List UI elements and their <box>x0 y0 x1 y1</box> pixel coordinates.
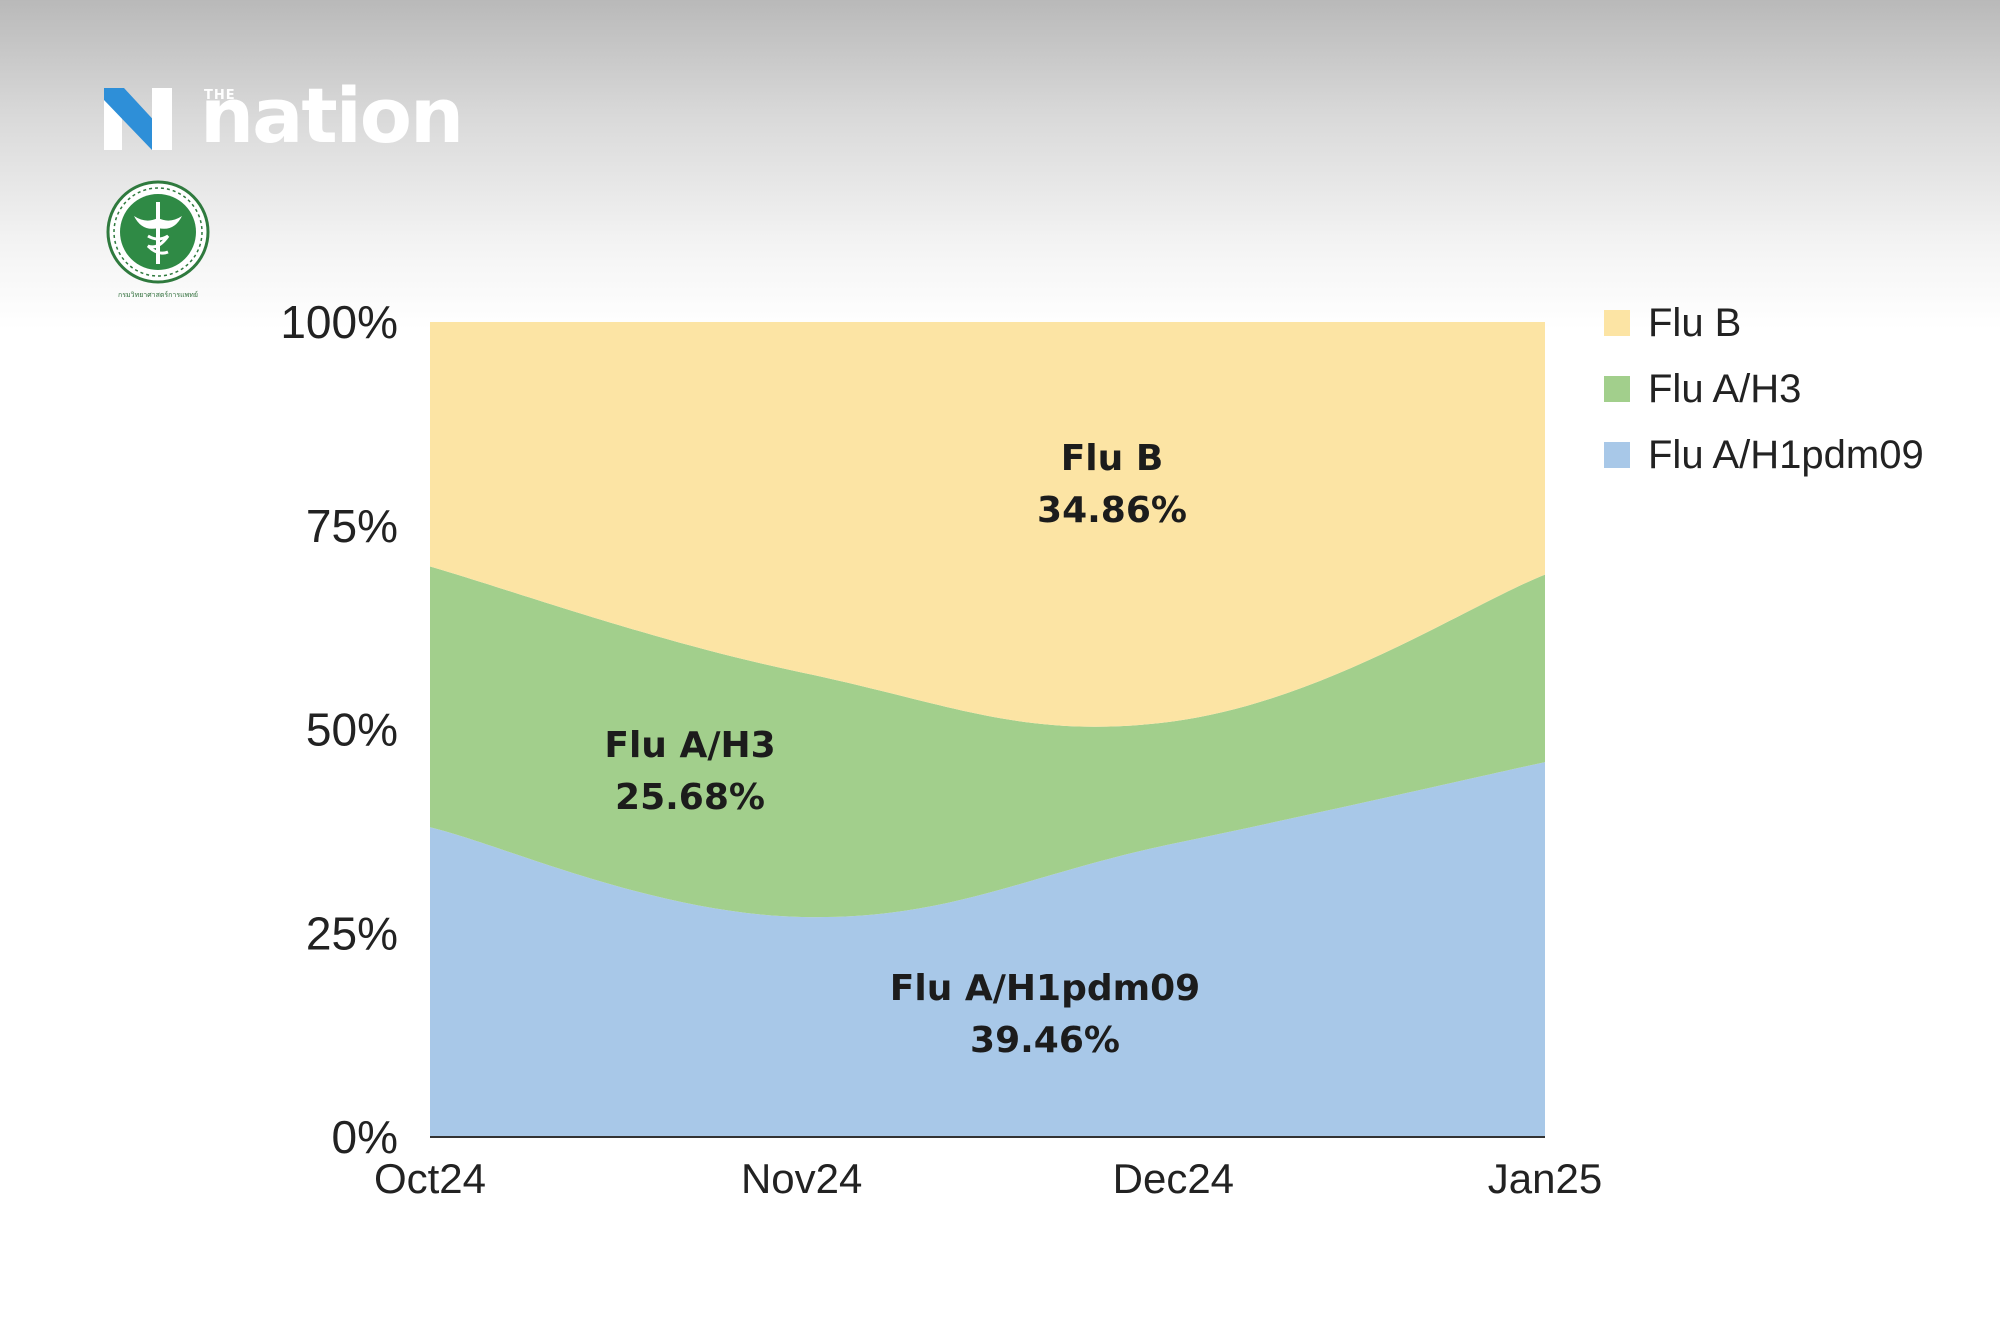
chart-legend: Flu B Flu A/H3 Flu A/H1pdm09 <box>1604 290 1924 488</box>
seal-caption: กรมวิทยาศาสตร์การแพทย์ <box>118 292 198 299</box>
y-tick-label: 25% <box>306 907 398 959</box>
y-tick-label: 0% <box>332 1111 398 1163</box>
legend-item: Flu B <box>1604 290 1924 356</box>
legend-swatch <box>1604 442 1630 468</box>
area-share-flu-a-h3: 25.68% <box>615 777 765 818</box>
brand-prefix: THE <box>204 88 236 103</box>
area-label-flu-b: Flu B <box>1061 438 1164 479</box>
area-share-flu-a-h1pdm09: 39.46% <box>970 1020 1120 1061</box>
ministry-seal-logo: กรมวิทยาศาสตร์การแพทย์ <box>98 180 218 308</box>
caduceus-seal-icon <box>106 180 210 284</box>
area-share-flu-b: 34.86% <box>1037 490 1187 531</box>
area-flu-a-h1pdm09 <box>430 762 1545 1137</box>
header-gradient <box>0 0 2000 330</box>
legend-label: Flu A/H1pdm09 <box>1648 432 1924 477</box>
legend-swatch <box>1604 376 1630 402</box>
legend-item: Flu A/H1pdm09 <box>1604 422 1924 488</box>
y-tick-label: 75% <box>306 500 398 552</box>
the-nation-logo: THE nation <box>100 78 470 164</box>
x-tick-label: Jan25 <box>1488 1155 1602 1202</box>
x-tick-label: Oct24 <box>374 1155 486 1202</box>
area-flu-a-h3 <box>430 566 1545 918</box>
brand-word: nation <box>200 71 464 160</box>
legend-label: Flu A/H3 <box>1648 366 1802 411</box>
area-label-flu-a-h3: Flu A/H3 <box>604 725 775 766</box>
x-tick-label: Dec24 <box>1113 1155 1234 1202</box>
nation-n-icon <box>104 88 172 150</box>
area-label-flu-a-h1pdm09: Flu A/H1pdm09 <box>890 968 1200 1009</box>
y-tick-label: 50% <box>306 704 398 756</box>
area-flu-b <box>430 322 1545 727</box>
y-tick-label: 100% <box>280 296 398 348</box>
legend-label: Flu B <box>1648 300 1742 345</box>
x-tick-label: Nov24 <box>741 1155 862 1202</box>
legend-swatch <box>1604 310 1630 336</box>
legend-item: Flu A/H3 <box>1604 356 1924 422</box>
